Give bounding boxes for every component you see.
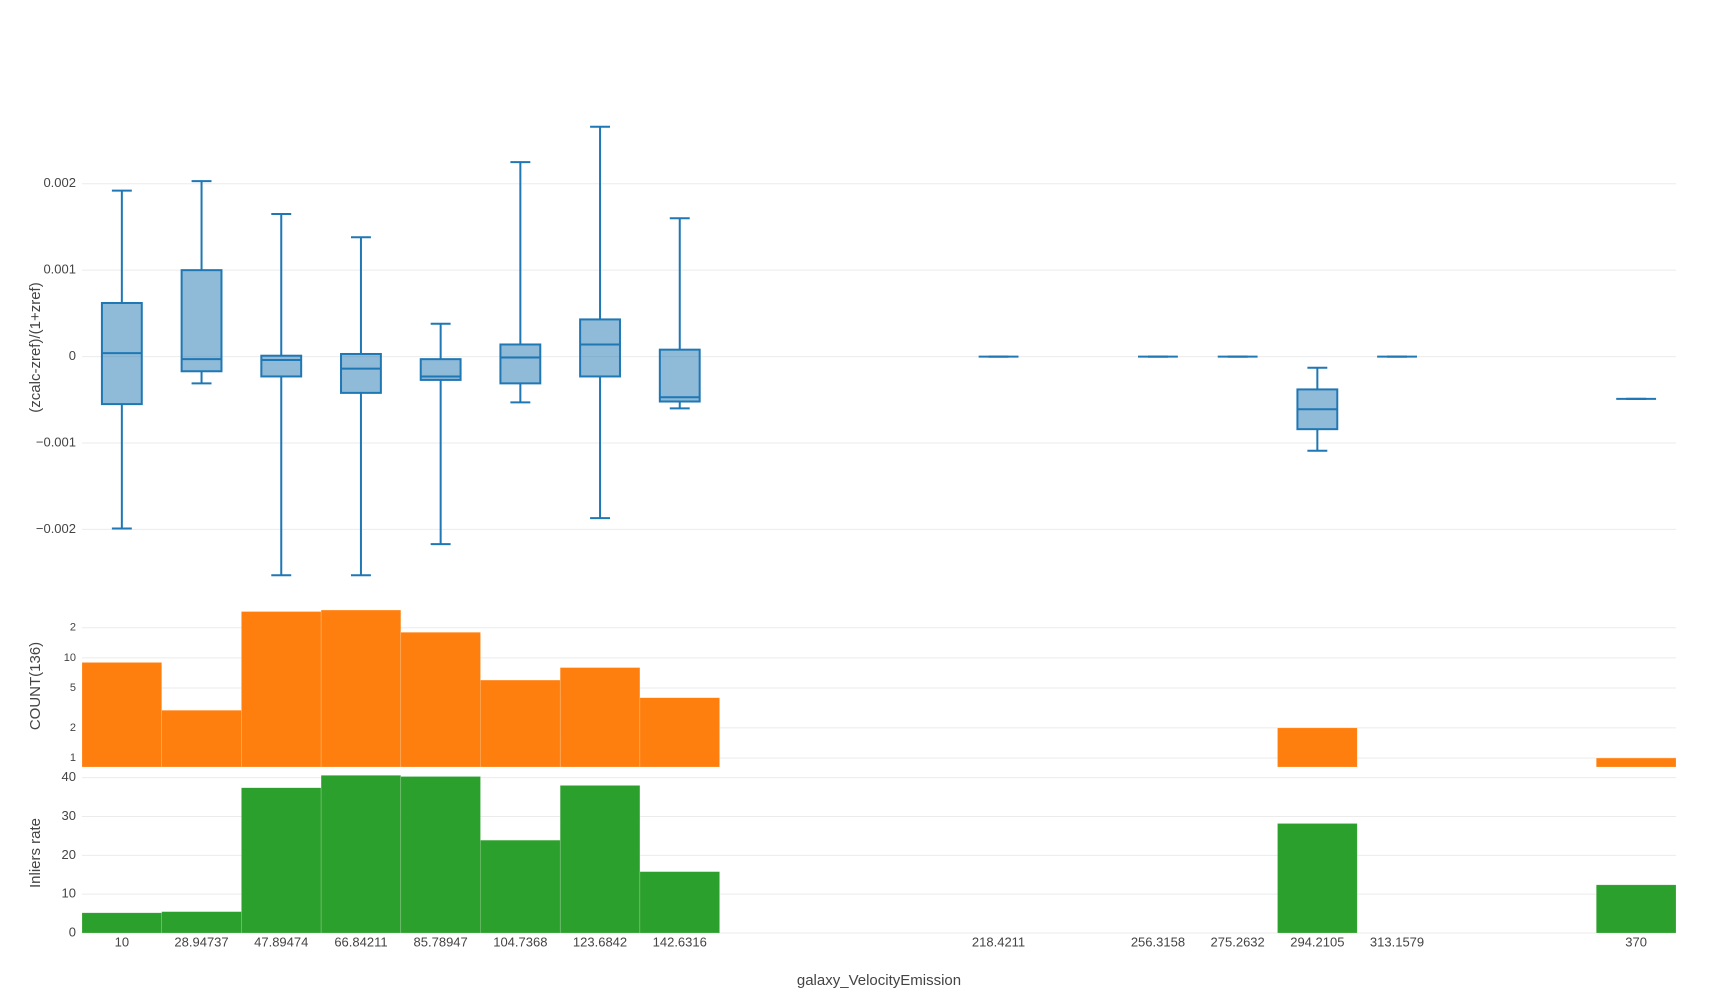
bar	[559, 667, 641, 768]
y-tick-label: 0.002	[43, 175, 76, 190]
x-tick-label: 218.4211	[972, 934, 1025, 949]
box	[499, 343, 542, 385]
y-tick-label: 0	[69, 348, 76, 363]
x-tick-label: 313.1579	[1370, 934, 1424, 949]
bar	[1277, 823, 1358, 934]
x-tick-label: 85.78947	[414, 934, 468, 949]
box	[340, 352, 382, 394]
bar	[241, 787, 322, 934]
y-tick-label: 10	[62, 886, 76, 901]
bar	[1596, 757, 1677, 768]
y-tick-label: 30	[62, 808, 76, 823]
bar	[559, 785, 641, 934]
bar	[161, 709, 242, 768]
bar	[480, 679, 561, 768]
box	[579, 318, 621, 378]
x-tick-label: 294.2105	[1290, 934, 1344, 949]
bar	[400, 776, 481, 934]
y-tick-label: 2	[70, 722, 76, 734]
box	[180, 269, 223, 373]
box	[419, 358, 462, 381]
bar	[320, 775, 402, 934]
bar	[400, 632, 481, 768]
y-tick-label: 5	[70, 682, 76, 694]
bar	[241, 611, 322, 768]
bar	[639, 697, 720, 768]
y-axis-title: (zcalc-zref)/(1+zref)	[27, 282, 44, 412]
y-tick-label: 20	[62, 847, 76, 862]
x-tick-label: 123.6842	[573, 934, 627, 949]
bar	[320, 609, 402, 768]
box	[658, 348, 701, 403]
y-axis-title: Inliers rate	[27, 818, 44, 888]
x-tick-label: 28.94737	[174, 934, 228, 949]
y-tick-label: −0.001	[36, 434, 76, 449]
y-axis-title: COUNT(136)	[27, 642, 44, 730]
bar	[480, 839, 561, 934]
bar	[81, 912, 162, 934]
bar	[1596, 884, 1677, 934]
bar	[1277, 727, 1358, 768]
y-tick-label: 0.001	[43, 262, 76, 277]
y-tick-label: 1	[70, 752, 76, 764]
bar	[639, 871, 720, 934]
box	[260, 354, 303, 378]
x-tick-label: 47.89474	[254, 934, 308, 949]
x-tick-label: 66.84211	[334, 934, 387, 949]
x-tick-label: 275.2632	[1211, 934, 1265, 949]
bar	[81, 662, 162, 768]
y-tick-label: 10	[64, 652, 76, 664]
x-tick-label: 10	[115, 934, 129, 949]
y-tick-label: −0.002	[36, 521, 76, 536]
bar	[161, 911, 242, 934]
x-axis-title: galaxy_VelocityEmission	[797, 972, 961, 989]
x-tick-label: 104.7368	[493, 934, 547, 949]
y-tick-label: 2	[70, 622, 76, 634]
x-tick-label: 256.3158	[1131, 934, 1185, 949]
x-tick-label: 370	[1625, 934, 1647, 949]
y-tick-label: 0	[69, 924, 76, 939]
x-tick-label: 142.6316	[653, 934, 707, 949]
y-tick-label: 40	[62, 769, 76, 784]
